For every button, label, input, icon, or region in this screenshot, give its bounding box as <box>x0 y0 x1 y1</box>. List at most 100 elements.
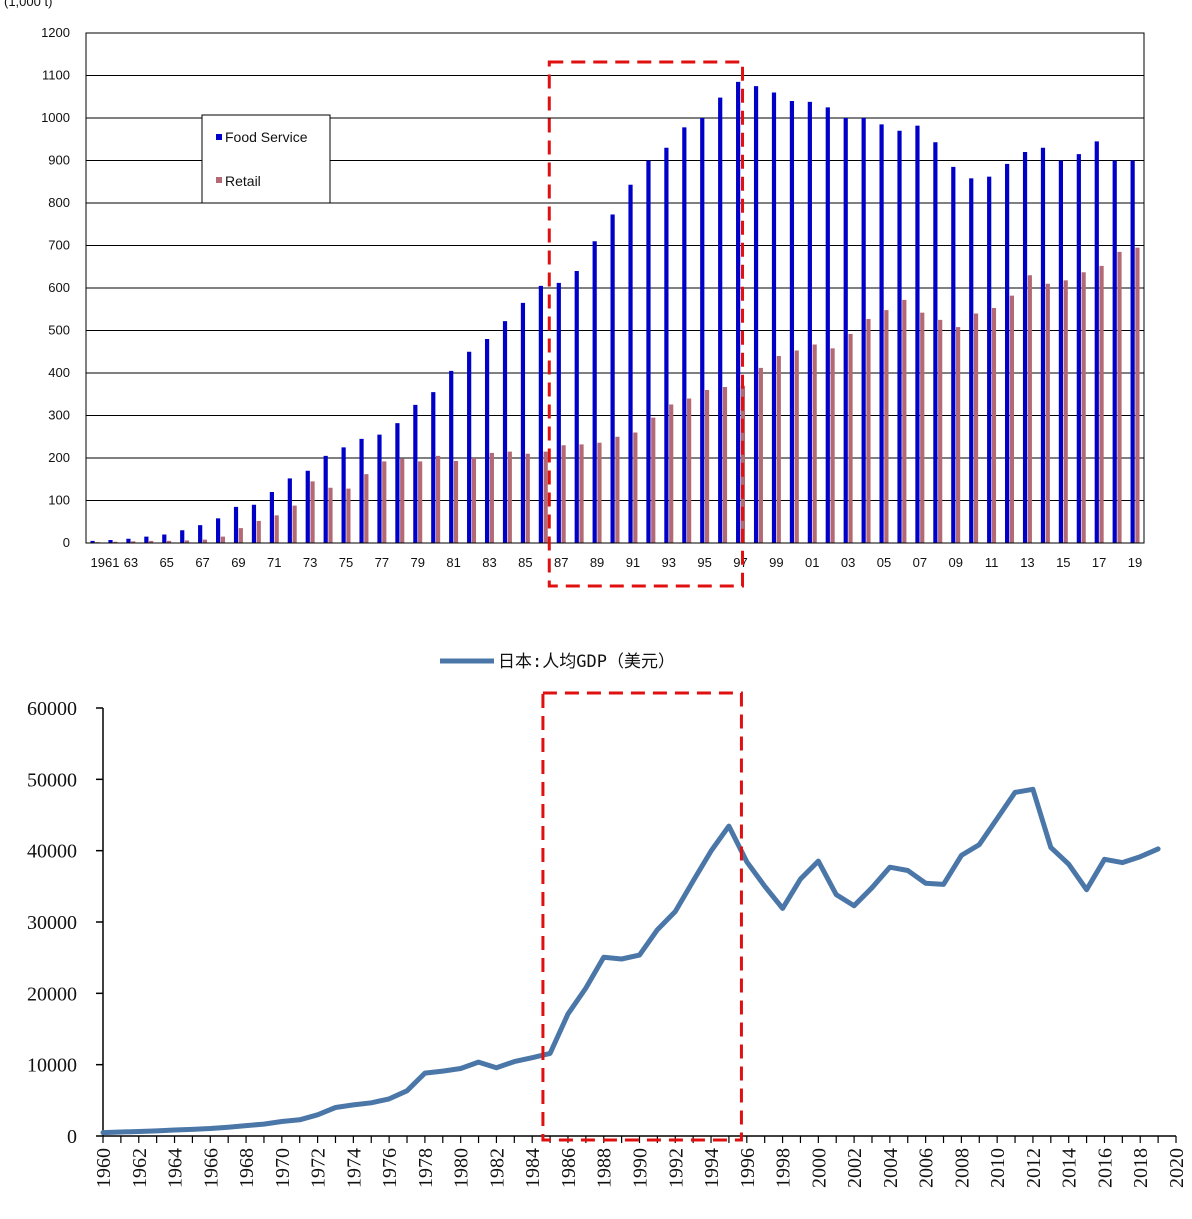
bar-food-service <box>1005 163 1010 543</box>
x-tick-label: 1986 <box>558 1148 580 1188</box>
bar-food-service <box>628 184 633 543</box>
bar-food-service <box>879 124 884 543</box>
bar-food-service <box>1040 147 1046 543</box>
y-tick-label: 1000 <box>41 110 70 125</box>
bar-retail <box>113 541 118 543</box>
bar-retail <box>525 453 530 543</box>
x-tick-label: 2020 <box>1166 1148 1188 1188</box>
bar-food-service <box>431 392 436 543</box>
x-tick-label: 69 <box>231 555 245 570</box>
x-tick-label: 2016 <box>1094 1148 1116 1188</box>
x-tick-label: 95 <box>697 555 711 570</box>
bar-retail <box>561 445 566 543</box>
bar-food-service <box>467 351 472 543</box>
bar-retail <box>166 540 172 543</box>
bar-food-service <box>251 504 257 543</box>
bar-retail <box>184 540 190 543</box>
bar-food-service <box>646 160 651 543</box>
x-tick-label: 2014 <box>1059 1148 1081 1188</box>
bar-food-service <box>305 470 310 543</box>
x-tick-label: 1972 <box>308 1148 330 1188</box>
bar-retail <box>902 299 907 543</box>
bar-food-service <box>502 321 508 543</box>
bar-retail <box>346 488 351 543</box>
bar-retail <box>651 417 656 543</box>
y-tick-label: 60000 <box>27 698 77 720</box>
x-tick-label: 01 <box>805 555 819 570</box>
x-tick-label: 75 <box>339 555 353 570</box>
x-tick-label: 1961 <box>91 555 120 570</box>
bar-retail <box>1135 247 1140 543</box>
bar-retail <box>1081 272 1086 543</box>
x-tick-label: 63 <box>124 555 138 570</box>
bar-retail <box>920 312 925 543</box>
bar-retail <box>238 528 243 543</box>
x-tick-label: 1968 <box>236 1148 258 1188</box>
bar-food-service <box>682 127 687 543</box>
x-tick-labels: 1961 63 65 67 69 71 73 75 77 79 81 83 85 87 89 91 93 95 97… <box>91 555 1143 570</box>
series-line-gdp <box>100 786 1161 1136</box>
x-tick-label: 1994 <box>701 1148 723 1188</box>
x-tick-label: 85 <box>518 555 532 570</box>
bar-retail <box>471 458 477 543</box>
bar-food-service <box>861 118 866 543</box>
highlight-box-1986-1997 <box>547 60 745 588</box>
bar-retail <box>418 461 423 543</box>
bar-food-service <box>484 339 490 543</box>
bar-retail <box>669 404 674 543</box>
bar-food-service <box>1094 141 1099 543</box>
bar-retail <box>615 436 620 543</box>
x-tick-label: 15 <box>1056 555 1070 570</box>
bar-retail <box>758 367 763 543</box>
bar-food-service <box>1112 160 1117 543</box>
x-tick-label: 1988 <box>594 1148 616 1188</box>
bar-retail <box>812 344 817 543</box>
legend-label-retail: Retail <box>225 173 261 189</box>
bar-retail <box>292 505 297 543</box>
legend: Food Service Retail <box>201 114 331 204</box>
bar-food-service <box>933 142 938 543</box>
x-tick-label: 81 <box>446 555 460 570</box>
bar-retail <box>776 356 781 543</box>
line-chart-gdp-per-capita: 日本:人均GDP（美元） 0 10000 20000 30000 40000 50000 6… <box>27 652 1188 1188</box>
y-tick-label: 1200 <box>41 25 70 40</box>
bar-food-service <box>736 81 741 543</box>
bar-retail <box>579 444 584 543</box>
x-tick-label: 71 <box>267 555 281 570</box>
y-tick-label: 300 <box>48 408 70 423</box>
y-tick-label: 50000 <box>27 769 77 791</box>
bar-food-service <box>825 107 830 543</box>
legend-swatch-retail <box>216 177 222 183</box>
x-tick-label: 79 <box>411 555 425 570</box>
x-tick-labels: 1960 1962 1964 1966 1968 1970 1972 1974 1976 1978… <box>93 1148 1188 1188</box>
y-tick-label: 600 <box>48 280 70 295</box>
bar-retail <box>364 474 369 543</box>
bar-food-service <box>1130 160 1135 543</box>
bar-retail <box>884 310 889 543</box>
x-tick-label: 2000 <box>808 1148 830 1188</box>
bar-food-service <box>843 118 848 543</box>
x-tick-label: 77 <box>375 555 389 570</box>
bar-food-service <box>664 147 669 543</box>
x-tick-label: 1984 <box>522 1148 544 1188</box>
bar-food-service <box>180 530 185 543</box>
bar-retail <box>991 307 997 543</box>
y-tick-label: 400 <box>48 365 70 380</box>
x-tick-label: 1976 <box>379 1148 401 1188</box>
bar-food-service <box>1058 160 1064 543</box>
y-tick-label: 700 <box>48 238 70 253</box>
bar-retail <box>543 451 548 543</box>
bar-food-service <box>951 166 956 543</box>
bar-retail <box>722 387 728 543</box>
x-tick-label: 93 <box>662 555 676 570</box>
bar-retail <box>1009 295 1015 543</box>
x-tick-label: 2010 <box>987 1148 1009 1188</box>
y-axis-unit-label: (1,000 t) <box>4 0 52 9</box>
legend-swatch-food-service <box>216 134 222 140</box>
x-tick-label: 13 <box>1020 555 1034 570</box>
x-tick-label: 2004 <box>880 1148 902 1188</box>
plot-area-frame <box>85 32 1145 544</box>
bar-food-service <box>610 214 615 543</box>
x-tick-label: 1966 <box>200 1148 222 1188</box>
bar-food-service <box>520 302 526 543</box>
